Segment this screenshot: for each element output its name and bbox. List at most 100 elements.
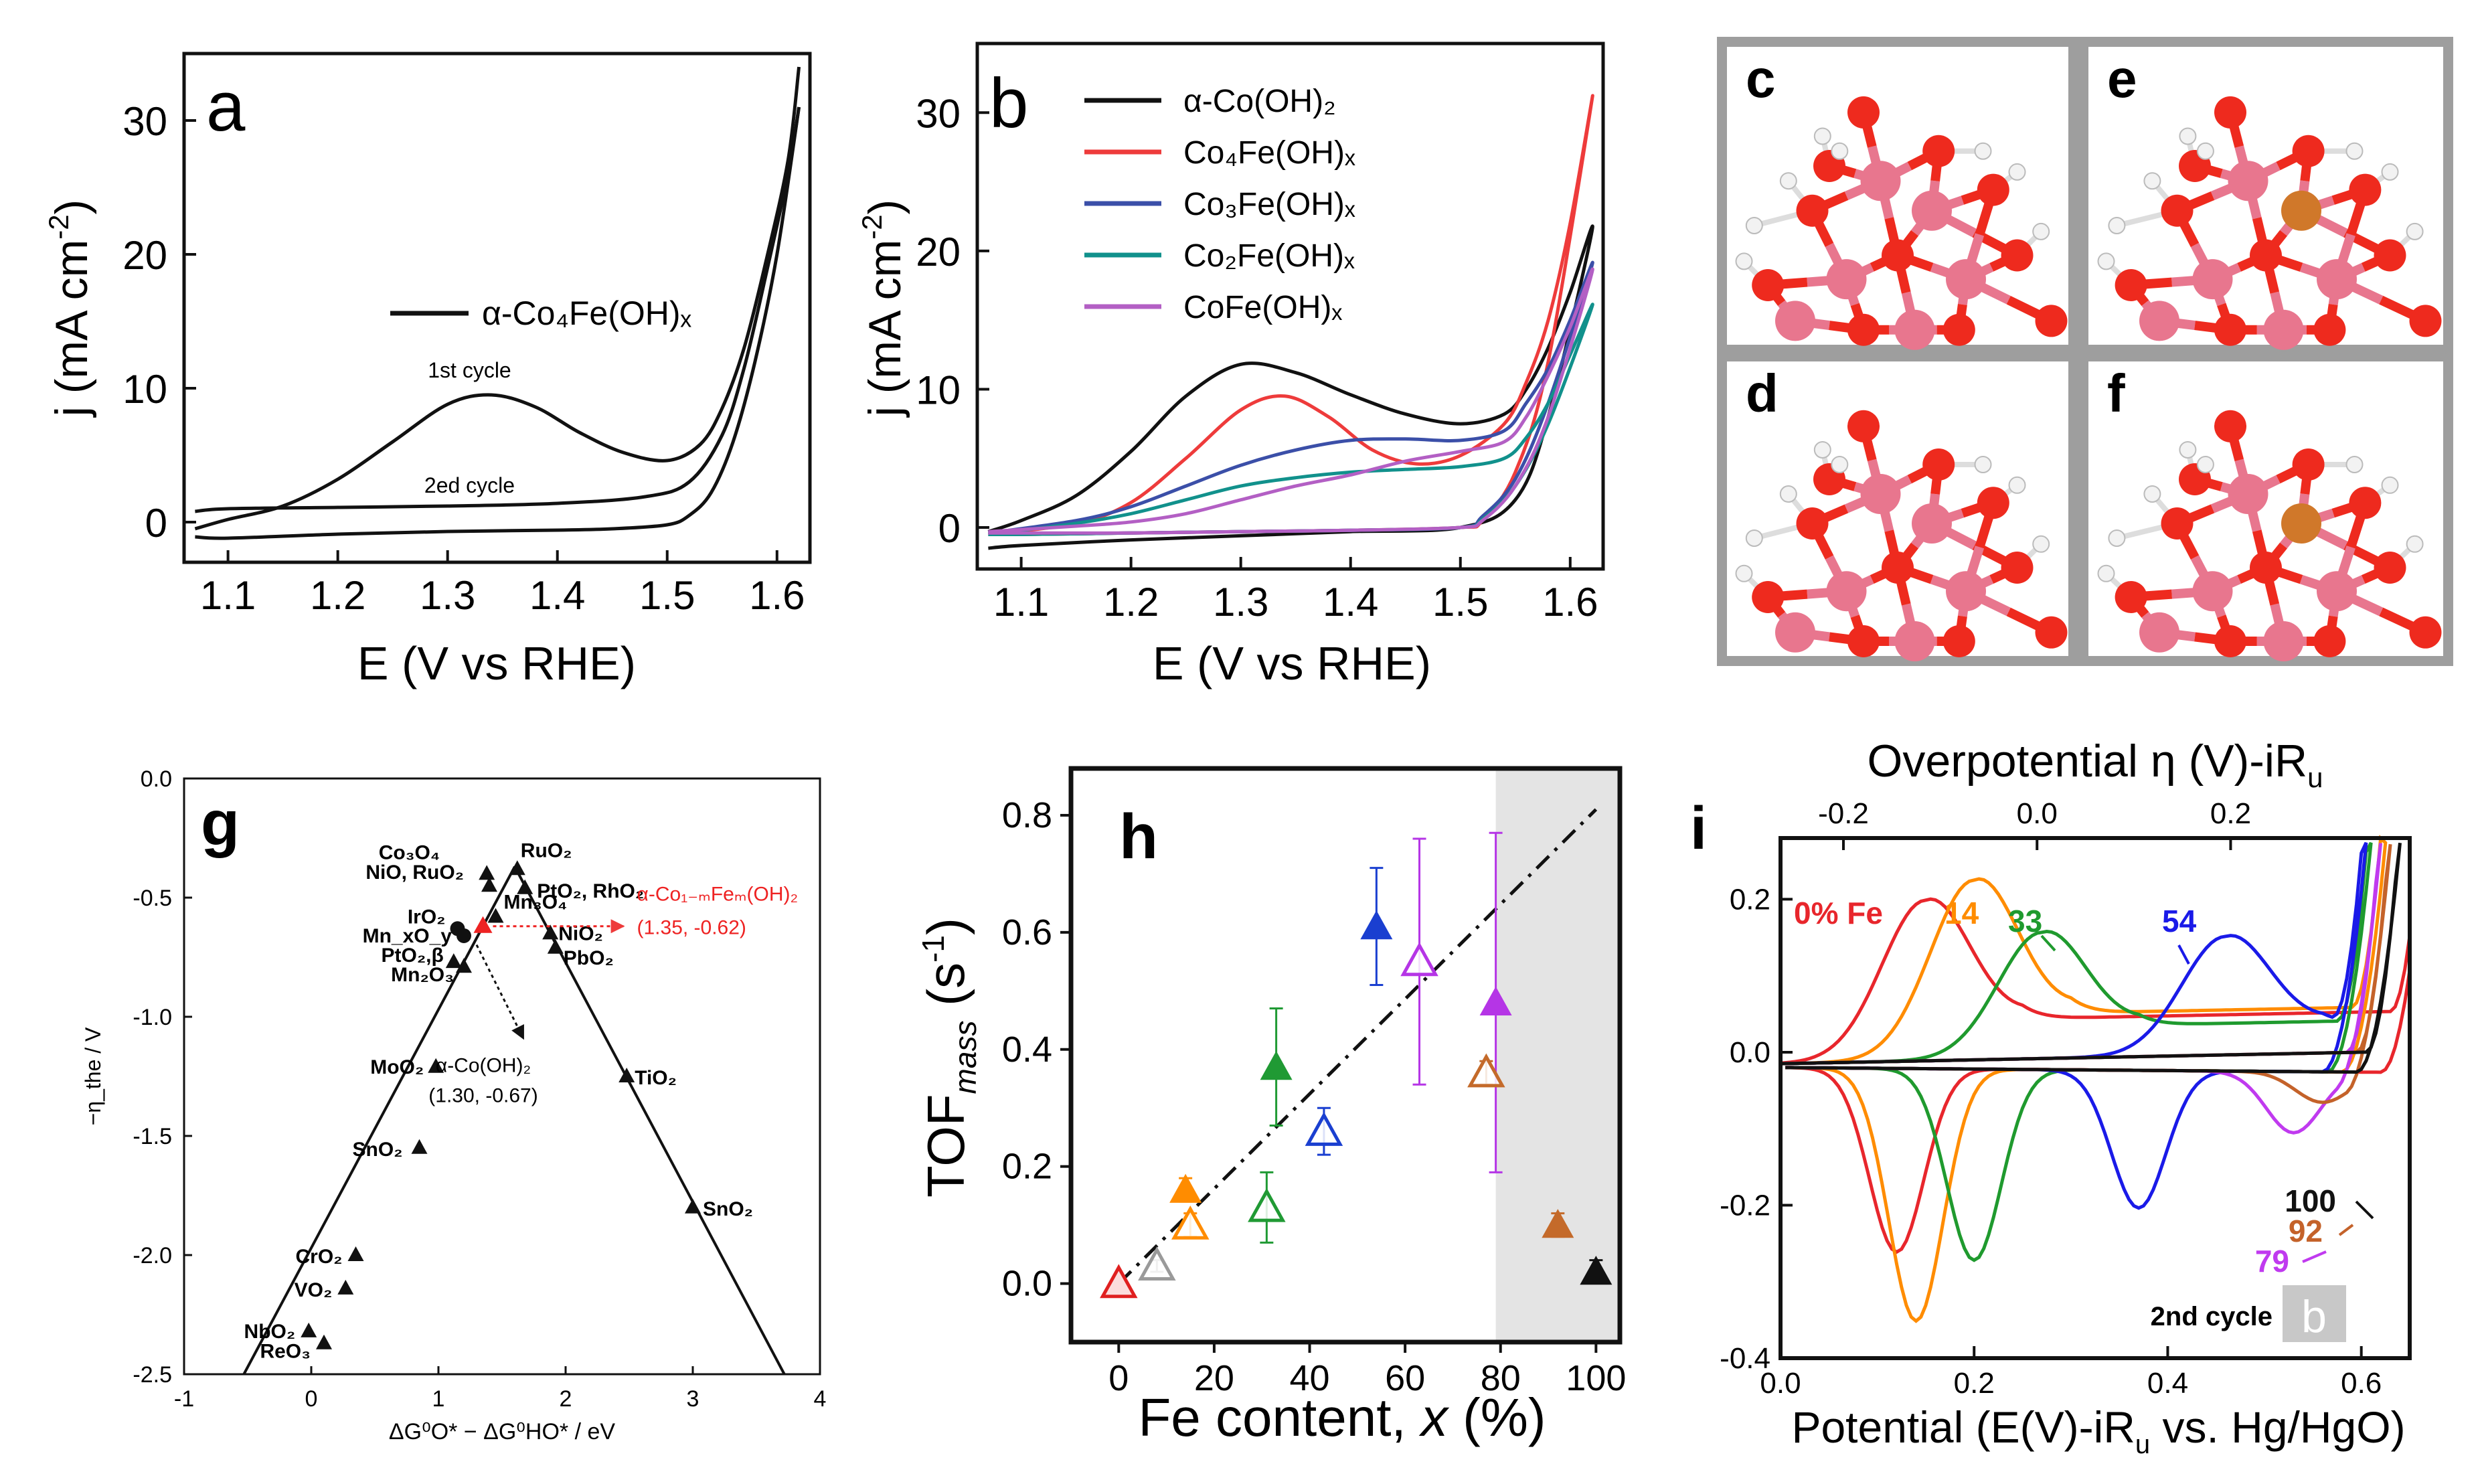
label-leader bbox=[2040, 934, 2056, 952]
label-leader bbox=[2338, 1224, 2354, 1236]
oxygen-atom bbox=[2349, 487, 2382, 519]
badge-box bbox=[2283, 1285, 2346, 1342]
series-label: 100 bbox=[2285, 1183, 2336, 1218]
point-label: Mn_xO_y bbox=[363, 925, 452, 947]
hydrogen-atom bbox=[1735, 252, 1753, 270]
oxygen-atom bbox=[2115, 269, 2147, 301]
hydrogen-atom bbox=[2143, 172, 2161, 190]
point-label: VO₂ bbox=[295, 1279, 333, 1301]
panel-label: e bbox=[2107, 49, 2137, 108]
cv-curve-0 bbox=[987, 224, 1594, 550]
y-tick-label: 30 bbox=[916, 91, 961, 136]
oxygen-atom bbox=[1922, 135, 1955, 167]
metal-atom bbox=[2263, 621, 2304, 661]
y-tick-label: 0.8 bbox=[1002, 795, 1052, 835]
metal-atom bbox=[2228, 161, 2268, 201]
y-tick-label: 30 bbox=[122, 99, 167, 144]
cv-curve-2 bbox=[195, 106, 801, 540]
panel-a: 1.1 1.2 1.3 1.4 1.5 1.6 0 10 20 30 a α-Co₄Fe(OH)ₓ… bbox=[43, 52, 812, 689]
highlight-label: α-Co₁₋ₘFeₘ(OH)₂ bbox=[637, 884, 799, 906]
y-tick-label: 0 bbox=[938, 506, 961, 551]
point-label: Co₃O₄ bbox=[379, 841, 440, 863]
oxygen-atom bbox=[1882, 552, 1914, 584]
hydrogen-atom bbox=[1974, 142, 1992, 160]
top-x-tick-label: 0.2 bbox=[2210, 797, 2251, 830]
oxygen-atom bbox=[2035, 305, 2068, 337]
x-tick-label: 0.6 bbox=[2341, 1367, 2382, 1400]
x-tick-label: 1.1 bbox=[200, 573, 256, 618]
oxygen-atom bbox=[2374, 552, 2406, 584]
metal-atom bbox=[2192, 571, 2233, 612]
hydrogen-atom bbox=[2406, 535, 2424, 553]
oxygen-atom bbox=[2161, 194, 2194, 227]
series-label: 33 bbox=[2008, 904, 2042, 938]
cv-curve-1 bbox=[1780, 835, 2388, 1323]
hydrogen-atom bbox=[2008, 163, 2026, 181]
series-label: 92 bbox=[2289, 1214, 2323, 1248]
data-point bbox=[428, 1058, 444, 1073]
y-tick-label: -2.5 bbox=[133, 1362, 172, 1388]
data-point-open bbox=[1248, 1187, 1286, 1222]
data-point-filled bbox=[1479, 986, 1512, 1015]
x-tick-label: 20 bbox=[1194, 1358, 1234, 1398]
oxygen-atom bbox=[2409, 305, 2442, 337]
data-point bbox=[411, 1139, 428, 1154]
x-axis-label: E (V vs RHE) bbox=[1153, 637, 1431, 689]
y-tick-label: -0.2 bbox=[1720, 1189, 1770, 1222]
point-label: Mn₃O₄ bbox=[504, 891, 568, 913]
cv-curve-5 bbox=[1780, 843, 2392, 1104]
data-point-open bbox=[1138, 1246, 1176, 1281]
metal-atom bbox=[2192, 259, 2233, 300]
data-point bbox=[316, 1334, 332, 1349]
structure-cell bbox=[1727, 361, 2068, 656]
badge-label: b bbox=[2301, 1291, 2327, 1342]
series-label: 79 bbox=[2255, 1244, 2289, 1279]
data-point-filled bbox=[1260, 1050, 1293, 1080]
cv-curve-4 bbox=[988, 267, 1594, 535]
panel-g: -1 0 1 2 3 4 0.0 -0.5 -1.0 -1.5 -2.0 -2.5 Co₃O₄ RuO₂… bbox=[81, 766, 826, 1445]
oxygen-atom bbox=[1847, 96, 1880, 129]
label-leader bbox=[2355, 1200, 2374, 1220]
series-label: 54 bbox=[2162, 904, 2197, 938]
data-point bbox=[517, 879, 533, 894]
hydrogen-atom bbox=[1779, 172, 1797, 190]
data-point bbox=[618, 1068, 635, 1082]
y-tick-label: 20 bbox=[916, 230, 961, 274]
oxygen-atom bbox=[2313, 313, 2346, 346]
cv-curve-3 bbox=[988, 303, 1594, 537]
x-tick-label: 0.2 bbox=[1954, 1367, 1995, 1400]
hydrogen-atom bbox=[2143, 485, 2161, 503]
metal-atom bbox=[2281, 190, 2321, 231]
y-tick-label: 10 bbox=[122, 367, 167, 412]
hydrogen-atom bbox=[1745, 217, 1763, 234]
hydrogen-atom bbox=[2032, 222, 2050, 240]
hydrogen-atom bbox=[2008, 476, 2026, 494]
y-axis-label: j (mA cm-2) bbox=[856, 199, 910, 418]
metal-atom bbox=[2281, 503, 2321, 544]
highlight-point bbox=[473, 916, 493, 933]
oxygen-atom bbox=[1942, 625, 1975, 657]
data-point bbox=[456, 958, 472, 973]
panel-label: g bbox=[201, 788, 240, 859]
point-label: Mn₂O₃ bbox=[391, 964, 454, 986]
point-label: PtO₂,β bbox=[381, 944, 443, 967]
x-tick-label: 1.5 bbox=[639, 573, 695, 618]
corner-label: 2nd cycle bbox=[2151, 1302, 2272, 1331]
label-leader bbox=[2177, 944, 2190, 965]
oxygen-atom bbox=[2409, 616, 2442, 649]
x-tick-label: -1 bbox=[174, 1386, 194, 1412]
metal-atom bbox=[1775, 612, 1815, 653]
metal-atom bbox=[2139, 612, 2179, 653]
hydrogen-atom bbox=[2345, 456, 2364, 473]
data-point-open bbox=[1305, 1112, 1343, 1146]
series-label: 0% Fe bbox=[1794, 896, 1883, 930]
y-tick-label: -1.0 bbox=[133, 1005, 172, 1030]
plot-frame bbox=[1068, 766, 1623, 1345]
highlight-coords: (1.35, -0.62) bbox=[637, 917, 746, 939]
highlight-coords: (1.30, -0.67) bbox=[428, 1085, 538, 1107]
annotation-2nd-cycle: 2ed cycle bbox=[424, 473, 515, 497]
cv-curve-1 bbox=[195, 106, 801, 513]
data-point bbox=[547, 938, 564, 954]
metal-atom bbox=[2139, 301, 2179, 341]
